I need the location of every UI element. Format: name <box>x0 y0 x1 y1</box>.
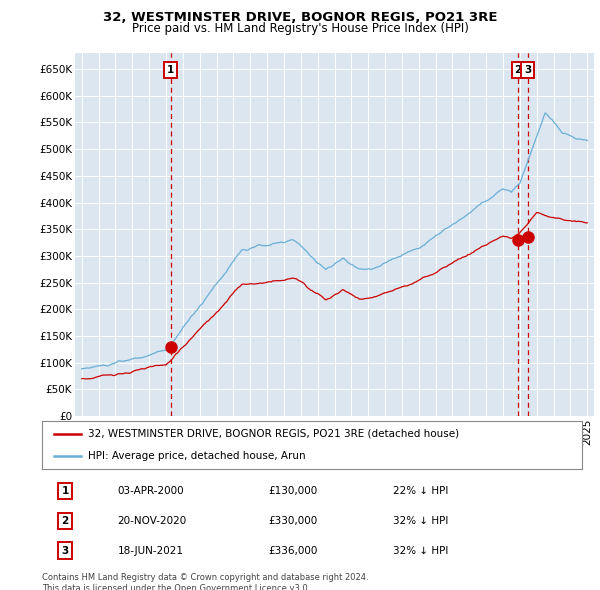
Text: 3: 3 <box>62 546 69 556</box>
Text: 1: 1 <box>167 65 174 75</box>
Text: £130,000: £130,000 <box>269 486 318 496</box>
Text: 32, WESTMINSTER DRIVE, BOGNOR REGIS, PO21 3RE: 32, WESTMINSTER DRIVE, BOGNOR REGIS, PO2… <box>103 11 497 24</box>
Text: £336,000: £336,000 <box>269 546 318 556</box>
Text: 2: 2 <box>515 65 522 75</box>
Text: 32, WESTMINSTER DRIVE, BOGNOR REGIS, PO21 3RE (detached house): 32, WESTMINSTER DRIVE, BOGNOR REGIS, PO2… <box>88 429 459 439</box>
Text: 32% ↓ HPI: 32% ↓ HPI <box>393 516 448 526</box>
Text: Contains HM Land Registry data © Crown copyright and database right 2024.
This d: Contains HM Land Registry data © Crown c… <box>42 573 368 590</box>
Text: 32% ↓ HPI: 32% ↓ HPI <box>393 546 448 556</box>
Text: £330,000: £330,000 <box>269 516 318 526</box>
Text: 20-NOV-2020: 20-NOV-2020 <box>118 516 187 526</box>
Text: 18-JUN-2021: 18-JUN-2021 <box>118 546 184 556</box>
Text: 3: 3 <box>524 65 532 75</box>
Text: 22% ↓ HPI: 22% ↓ HPI <box>393 486 448 496</box>
Text: 03-APR-2000: 03-APR-2000 <box>118 486 184 496</box>
Text: HPI: Average price, detached house, Arun: HPI: Average price, detached house, Arun <box>88 451 305 461</box>
Text: Price paid vs. HM Land Registry's House Price Index (HPI): Price paid vs. HM Land Registry's House … <box>131 22 469 35</box>
Text: 1: 1 <box>62 486 69 496</box>
Text: 2: 2 <box>62 516 69 526</box>
